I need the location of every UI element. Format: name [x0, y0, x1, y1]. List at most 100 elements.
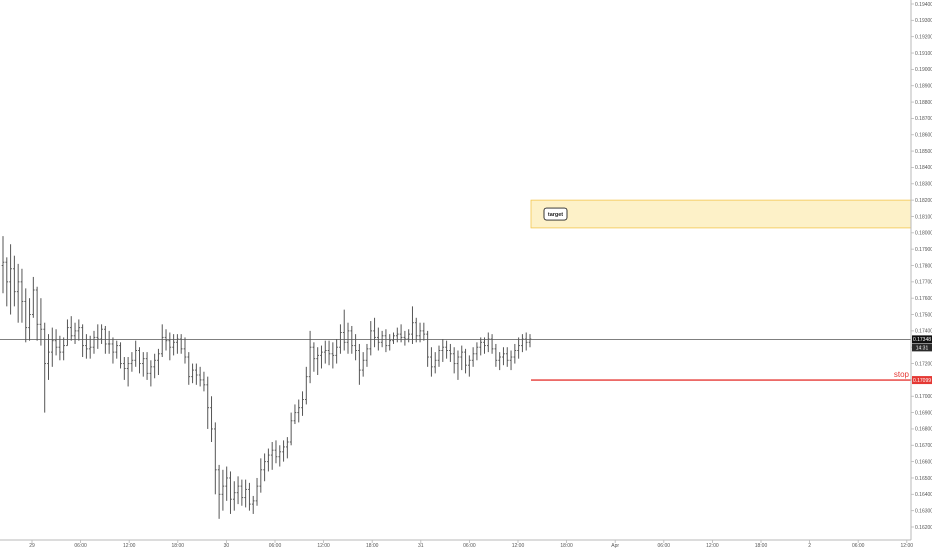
y-tick-label: 0.19300: [915, 18, 932, 24]
time-axis[interactable]: 29 06:00 12:00 18:00 30 06:00 12:00 18:00 31 06:0…: [29, 540, 913, 549]
y-tick-label: 0.16200: [915, 525, 932, 531]
ohlc-bar: [183, 337, 187, 364]
ohlc-bar: [426, 330, 429, 367]
ohlc-bar: [232, 481, 236, 511]
ohlc-bar: [164, 329, 168, 351]
ohlc-bar: [195, 363, 198, 385]
ohlc-bar: [305, 366, 308, 405]
price-axis[interactable]: 0.19400 0.19300 0.19200 0.19100 0.19000 0.189…: [911, 2, 932, 531]
ohlc-bar: [69, 316, 73, 341]
y-tick-label: 0.19400: [915, 2, 932, 8]
ohlc-bar: [475, 342, 479, 361]
ohlc-bar: [123, 357, 126, 380]
ohlc-bar: [58, 335, 62, 361]
x-tick-label: 06:00: [74, 543, 87, 549]
ohlc-bar: [88, 335, 92, 359]
y-tick-label: 0.17800: [915, 263, 932, 269]
y-tick-label: 0.18500: [915, 149, 932, 155]
x-tick-label: 06:00: [463, 543, 476, 549]
ohlc-bar: [278, 445, 282, 467]
ohlc-bar: [471, 347, 475, 367]
stop-price-tag: 0.17099: [912, 376, 932, 385]
ohlc-bar: [418, 322, 422, 343]
ohlc-bar: [54, 329, 58, 356]
ohlc-bar: [498, 352, 501, 371]
ohlc-bar: [20, 268, 24, 323]
ohlc-bar: [445, 340, 448, 359]
y-tick-label: 0.18600: [915, 133, 932, 139]
ohlc-bar: [517, 337, 520, 359]
y-tick-label: 0.18900: [915, 84, 932, 90]
x-tick-label: 12:00: [901, 543, 914, 549]
ohlc-bar: [486, 332, 490, 353]
ohlc-bar: [202, 371, 206, 392]
ohlc-bar: [43, 322, 47, 413]
target-label[interactable]: target: [543, 207, 568, 221]
ohlc-bar: [160, 324, 164, 358]
ohlc-bar: [490, 334, 494, 354]
target-zone[interactable]: [530, 199, 912, 229]
ohlc-bar: [77, 319, 81, 341]
x-tick-label: 18:00: [172, 543, 185, 549]
ohlc-bar: [248, 482, 251, 511]
ohlc-bar: [47, 334, 50, 380]
ohlc-bar: [282, 440, 285, 462]
annotation-layer: target stop: [0, 199, 912, 381]
ohlc-bar: [460, 345, 464, 371]
ohlc-bar: [339, 324, 342, 354]
last-price-text: 0.17348: [913, 337, 931, 343]
y-tick-label: 0.18000: [915, 231, 932, 237]
ohlc-bar: [301, 391, 304, 416]
ohlc-bar: [433, 352, 437, 374]
y-tick-label: 0.16900: [915, 410, 932, 416]
ohlc-bar: [5, 257, 9, 307]
ohlc-bar: [479, 337, 483, 356]
ohlc-bar: [323, 340, 327, 364]
ohlc-bar: [96, 324, 100, 349]
ohlc-bar: [66, 319, 69, 347]
ohlc-bar: [350, 325, 354, 354]
ohlc-bar: [456, 350, 460, 380]
y-tick-label: 0.16500: [915, 476, 932, 482]
ohlc-bar: [244, 479, 247, 508]
ohlc-bar: [130, 352, 134, 372]
ohlc-bar: [263, 453, 266, 482]
ohlc-bar: [342, 309, 346, 351]
last-price-tag: 0.17348 14:31: [912, 335, 932, 352]
ohlc-bar: [1, 236, 5, 294]
y-tick-label: 0.17600: [915, 296, 932, 302]
y-tick-label: 0.17700: [915, 280, 932, 286]
ohlc-bar: [293, 404, 297, 425]
ohlc-bar: [217, 464, 221, 519]
ohlc-bar: [251, 495, 255, 514]
ohlc-bar: [187, 352, 191, 385]
ohlc-bar: [221, 469, 225, 511]
ohlc-bar: [521, 334, 524, 353]
ohlc-bar: [198, 366, 202, 387]
ohlc-bar: [9, 244, 12, 315]
ohlc-bar: [528, 334, 532, 348]
target-label-text: target: [548, 212, 563, 218]
ohlc-bar: [168, 332, 172, 361]
ohlc-bar: [225, 466, 228, 501]
ohlc-bar: [62, 337, 65, 361]
ohlc-bar: [392, 332, 395, 344]
y-tick-label: 0.17900: [915, 247, 932, 253]
y-tick-label: 0.16600: [915, 459, 932, 465]
ohlc-bar: [206, 376, 210, 429]
ohlc-bar: [380, 330, 384, 348]
ohlc-bar: [210, 396, 213, 443]
ohlc-bar: [441, 339, 445, 362]
ohlc-bar: [331, 342, 335, 369]
ohlc-bar: [346, 322, 350, 354]
ohlc-bar: [524, 332, 528, 351]
ohlc-bar: [153, 353, 156, 379]
ohlc-bar: [134, 340, 137, 367]
ohlc-bar: [240, 479, 244, 506]
y-tick-label: 0.18400: [915, 165, 932, 171]
ohlc-bar: [104, 325, 107, 354]
y-tick-label: 0.18100: [915, 214, 932, 220]
x-tick-label: 06:00: [658, 543, 671, 549]
ohlc-bar: [267, 448, 270, 472]
ohlc-bar: [308, 330, 312, 384]
